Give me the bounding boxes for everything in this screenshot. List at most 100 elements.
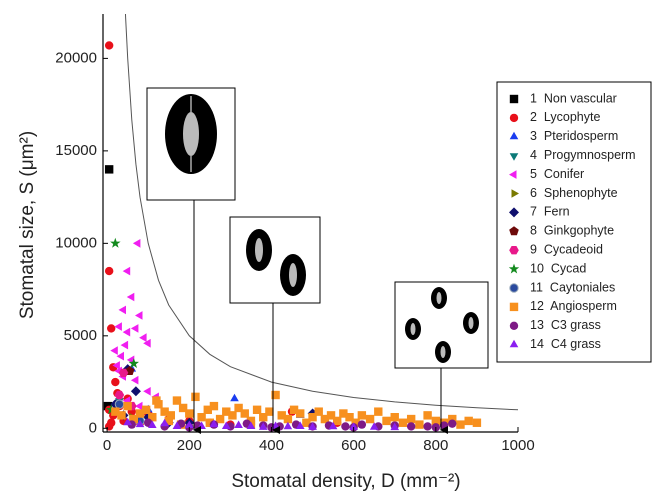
data-point — [406, 414, 416, 424]
data-point — [114, 399, 125, 409]
data-point — [406, 422, 416, 431]
legend: 1 Non vascular 2 Lycophyte 3 Pteridosperm 4… — [496, 81, 652, 363]
data-point — [277, 411, 286, 420]
legend-marker — [509, 207, 519, 218]
data-point — [178, 403, 188, 413]
data-point — [296, 409, 305, 418]
data-point — [110, 346, 118, 355]
data-point — [141, 405, 151, 415]
legend-marker — [509, 246, 519, 255]
data-point — [369, 422, 379, 430]
legend-label: 12 Angiosperm — [530, 299, 617, 313]
data-point — [448, 414, 457, 424]
data-point — [283, 414, 293, 424]
data-point — [120, 340, 129, 350]
data-point — [135, 419, 145, 428]
data-point — [357, 411, 367, 420]
data-point — [326, 411, 336, 420]
data-point — [234, 420, 243, 428]
data-point — [148, 413, 157, 422]
data-point — [472, 418, 482, 427]
data-point — [122, 266, 131, 276]
legend-label: 3 Pteridosperm — [530, 129, 618, 143]
data-point — [349, 422, 358, 430]
y-tick-label: 5000 — [64, 327, 97, 344]
data-point — [152, 396, 161, 405]
data-point — [252, 405, 262, 415]
legend-label: 4 Progymnosperm — [530, 148, 636, 162]
data-point — [382, 416, 391, 426]
data-point — [205, 418, 215, 427]
data-point — [172, 396, 182, 405]
data-point — [333, 416, 342, 426]
data-point — [448, 419, 457, 428]
data-point — [118, 368, 129, 377]
data-point — [123, 417, 132, 426]
data-point — [398, 418, 408, 427]
legend-label: 2 Lycophyte — [530, 110, 600, 124]
data-point — [228, 411, 237, 420]
data-point — [130, 386, 141, 397]
data-point — [135, 409, 145, 418]
data-point — [114, 322, 122, 331]
data-point — [230, 393, 239, 402]
data-point — [139, 333, 147, 342]
data-point — [314, 407, 323, 416]
data-point — [185, 420, 194, 428]
data-point — [351, 418, 360, 427]
inset-large — [146, 87, 236, 434]
data-point — [258, 422, 268, 430]
series — [103, 165, 114, 411]
data-point — [222, 407, 231, 416]
data-point — [345, 413, 354, 422]
data-point — [123, 401, 132, 411]
data-point — [104, 165, 114, 174]
legend-label: 7 Fern — [530, 205, 570, 219]
legend-marker — [509, 94, 519, 104]
data-point — [118, 305, 126, 315]
series — [111, 390, 482, 429]
data-point — [341, 422, 350, 431]
data-point — [415, 420, 424, 429]
x-tick-label: 400 — [259, 437, 284, 454]
legend-marker — [509, 170, 517, 179]
x-axis-label: Stomatal density, D (mm⁻²) — [231, 471, 460, 492]
data-point — [135, 311, 143, 320]
data-point — [172, 421, 182, 429]
data-point — [295, 421, 305, 429]
data-point — [234, 403, 243, 413]
legend-marker — [511, 189, 519, 198]
reference-curve — [124, 14, 518, 411]
data-point — [283, 421, 293, 430]
data-point — [246, 421, 256, 429]
plot-clip — [103, 14, 518, 432]
data-point — [308, 413, 317, 422]
legend-label: 14 C4 grass — [530, 337, 601, 351]
data-point — [130, 324, 139, 333]
data-point — [320, 414, 330, 424]
y-tick-label: 15000 — [55, 142, 97, 159]
data-point — [209, 401, 219, 411]
data-point — [390, 422, 400, 431]
x-tick-label: 0 — [103, 437, 111, 454]
data-point — [191, 392, 200, 402]
data-point — [209, 419, 219, 428]
data-point — [148, 420, 157, 428]
legend-marker — [509, 131, 519, 140]
legend-marker — [509, 339, 519, 348]
data-point — [107, 324, 116, 333]
data-point — [160, 418, 169, 427]
data-point — [390, 413, 399, 422]
data-point — [104, 422, 114, 431]
x-tick-label: 1000 — [501, 437, 534, 454]
data-point — [164, 416, 173, 426]
data-point — [111, 407, 120, 416]
data-point — [423, 411, 432, 420]
data-point — [130, 375, 139, 385]
data-point — [374, 407, 383, 416]
y-axis-label: Stomatal size, S (μm²) — [17, 131, 38, 319]
y-tick-label: 0 — [89, 419, 97, 436]
data-point — [143, 387, 151, 396]
legend-label: 1 Non vascular — [530, 91, 617, 105]
data-point — [365, 414, 375, 424]
